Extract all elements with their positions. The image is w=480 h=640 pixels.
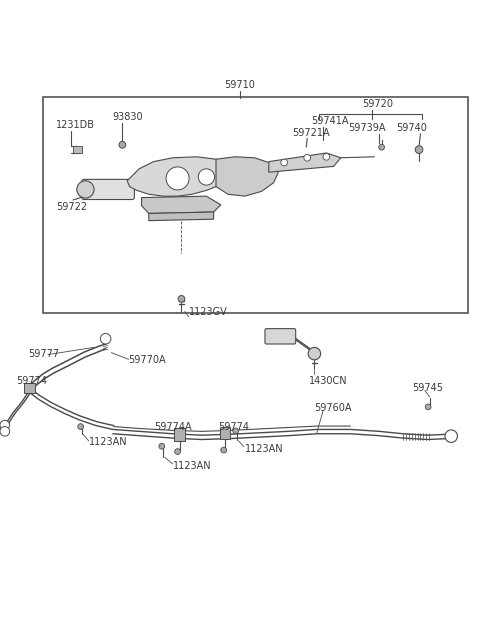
Text: 59777: 59777 (28, 349, 59, 358)
Text: 1123AN: 1123AN (173, 461, 211, 471)
Bar (174, 428, 185, 441)
FancyBboxPatch shape (265, 329, 296, 344)
FancyBboxPatch shape (82, 179, 134, 200)
Polygon shape (216, 157, 278, 196)
Circle shape (78, 424, 84, 429)
Circle shape (175, 449, 180, 454)
Text: 59721A: 59721A (292, 128, 329, 138)
Circle shape (198, 169, 215, 185)
Circle shape (178, 296, 185, 302)
Polygon shape (142, 196, 221, 213)
Circle shape (77, 180, 94, 198)
Polygon shape (269, 153, 341, 172)
Circle shape (323, 154, 330, 160)
Text: 59774A: 59774A (155, 422, 192, 432)
Circle shape (166, 167, 189, 190)
Circle shape (425, 404, 431, 410)
Circle shape (0, 426, 10, 436)
Text: 1231DB: 1231DB (56, 120, 95, 131)
Circle shape (221, 447, 227, 453)
Text: 59774: 59774 (218, 422, 250, 432)
Circle shape (0, 420, 10, 430)
Text: 59722: 59722 (57, 202, 88, 212)
Text: 59739A: 59739A (348, 123, 386, 133)
Text: 59760A: 59760A (314, 403, 352, 413)
Text: 59710: 59710 (225, 79, 255, 90)
Circle shape (379, 144, 384, 150)
Text: 59720: 59720 (362, 99, 394, 109)
Polygon shape (127, 157, 235, 196)
Circle shape (233, 428, 239, 434)
Circle shape (304, 154, 311, 161)
Text: 1123AN: 1123AN (89, 437, 127, 447)
Circle shape (159, 444, 165, 449)
Bar (73, 146, 82, 153)
Text: 59774: 59774 (16, 376, 47, 387)
Text: 59740: 59740 (396, 123, 427, 133)
Text: 59741A: 59741A (311, 116, 348, 126)
Bar (24, 383, 35, 393)
Text: 1123AN: 1123AN (245, 444, 283, 454)
Text: 59745: 59745 (412, 383, 443, 393)
Circle shape (100, 333, 111, 344)
Text: 1430CN: 1430CN (309, 376, 347, 386)
Circle shape (445, 430, 457, 442)
Circle shape (281, 159, 288, 166)
Circle shape (415, 146, 423, 154)
Text: 93830: 93830 (113, 112, 144, 122)
Polygon shape (149, 212, 214, 221)
Text: 59770A: 59770A (129, 355, 166, 365)
Bar (43, 97, 468, 313)
Text: 1123GV: 1123GV (189, 307, 228, 317)
Bar (220, 426, 230, 439)
Circle shape (308, 348, 321, 360)
Circle shape (119, 141, 126, 148)
